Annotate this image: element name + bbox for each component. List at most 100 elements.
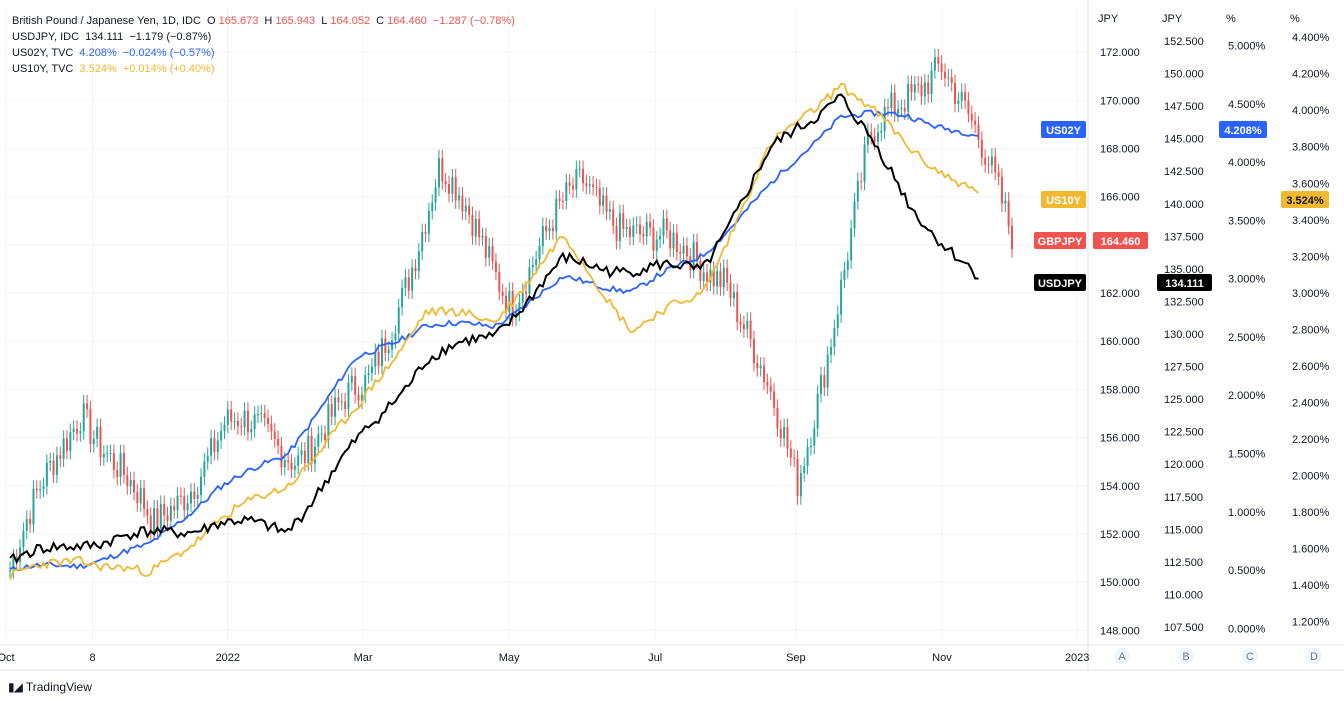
candle — [230, 401, 233, 430]
candle — [910, 75, 913, 101]
candle — [474, 210, 477, 245]
candle — [498, 263, 501, 301]
axis-tick-label: 3.500% — [1228, 215, 1266, 227]
candle — [669, 221, 672, 257]
candle — [186, 495, 189, 519]
time-axis[interactable]: Oct 8 2022 Mar May Jul Sep Nov 2023 — [0, 652, 1089, 664]
usdjpy-line — [9, 93, 979, 565]
candle — [571, 177, 574, 198]
candle — [742, 315, 745, 338]
candle — [504, 287, 507, 321]
footer-brand[interactable]: ▮◢ TradingView — [8, 680, 92, 694]
axis-tick-label: 162.000 — [1100, 288, 1140, 300]
candle — [240, 417, 243, 436]
candle — [196, 486, 199, 508]
candle — [893, 84, 896, 122]
candle — [545, 217, 548, 240]
candle — [387, 341, 390, 362]
candle — [897, 100, 900, 122]
legend-row-us10y[interactable]: US10Y, TVC 3.524% +0.014% (+0.40%) — [12, 61, 518, 77]
candle — [236, 412, 239, 435]
axis-tick-label: 3.000% — [1228, 274, 1266, 286]
axis-tick-label: 2.800% — [1292, 324, 1330, 336]
axis-letter-badge[interactable] — [1242, 648, 1258, 664]
candle — [179, 487, 182, 505]
axis-tick-label: 170.000 — [1100, 95, 1140, 107]
axis-tick-label: 150.000 — [1164, 69, 1204, 81]
candle — [79, 422, 82, 442]
candle — [709, 261, 712, 292]
candle — [665, 210, 668, 239]
candle — [739, 313, 742, 333]
candle — [149, 507, 152, 541]
candle — [816, 385, 819, 438]
candle — [521, 283, 524, 311]
candle — [223, 416, 226, 440]
candle — [813, 420, 816, 455]
candle — [203, 452, 206, 486]
candle — [109, 444, 112, 462]
candle — [612, 200, 615, 235]
candle — [280, 437, 283, 476]
candle — [672, 224, 675, 257]
candle — [662, 210, 665, 245]
brand-name: TradingView — [25, 680, 92, 694]
legend-row-usdjpy[interactable]: USDJPY, IDC 134.111 −1.179 (−0.87%) — [12, 29, 518, 45]
series-name-tag: GBPJPY — [1034, 232, 1086, 249]
candle — [320, 425, 323, 443]
legend-last-value: 134.111 — [85, 31, 124, 43]
legend-low-label: L — [321, 15, 328, 27]
candle — [360, 386, 363, 410]
candle — [954, 74, 957, 113]
axis-tick-label: 137.500 — [1164, 231, 1204, 243]
candle — [119, 444, 122, 486]
candle — [773, 383, 776, 417]
candle — [575, 160, 578, 198]
legend-row-us02y[interactable]: US02Y, TVC 4.208% −0.024% (−0.57%) — [12, 45, 518, 61]
axis-tick-label: 4.200% — [1292, 69, 1330, 81]
candle — [923, 74, 926, 105]
candle — [1007, 192, 1010, 235]
candle — [551, 219, 554, 240]
candle — [176, 487, 179, 519]
candle — [96, 418, 99, 448]
candle — [126, 466, 129, 495]
candle — [595, 178, 598, 197]
series-price-labels: US02Y 4.208% US10Y 3.524% GBPJPY 164.460 USDJP… — [1034, 121, 1329, 291]
svg-text:GBPJPY: GBPJPY — [1038, 236, 1083, 248]
svg-text:4.208%: 4.208% — [1224, 125, 1262, 137]
axis-header: % — [1226, 13, 1236, 25]
candle — [685, 237, 688, 265]
candle — [1000, 168, 1003, 213]
candle — [287, 451, 290, 471]
time-tick-label: Oct — [0, 652, 15, 664]
axis-letter-badge[interactable] — [1114, 648, 1130, 664]
candle — [270, 415, 273, 440]
axis-tick-label: 3.400% — [1292, 215, 1330, 227]
candle — [528, 258, 531, 303]
candle — [622, 204, 625, 238]
candle — [159, 495, 162, 537]
axis-tick-label: 4.500% — [1228, 99, 1266, 111]
candle — [35, 480, 38, 499]
candle — [59, 446, 62, 468]
candle — [334, 388, 337, 426]
candle — [957, 92, 960, 113]
candle — [518, 293, 521, 322]
candle — [233, 412, 236, 430]
legend-last-value: 4.208% — [79, 47, 117, 59]
axis-letter-badge[interactable] — [1306, 648, 1322, 664]
candle — [401, 279, 404, 316]
axis-tick-label: 2.400% — [1292, 398, 1330, 410]
axis-letter-badge[interactable] — [1178, 648, 1194, 664]
legend-change-value: −1.179 (−0.87%) — [129, 31, 212, 43]
candle — [585, 174, 588, 195]
candle — [887, 98, 890, 117]
candle — [384, 329, 387, 362]
candle — [950, 68, 953, 92]
price-axes[interactable]: JPY172.000170.000168.000166.000164.00016… — [1098, 13, 1330, 664]
candle — [913, 75, 916, 101]
candle — [481, 227, 484, 246]
